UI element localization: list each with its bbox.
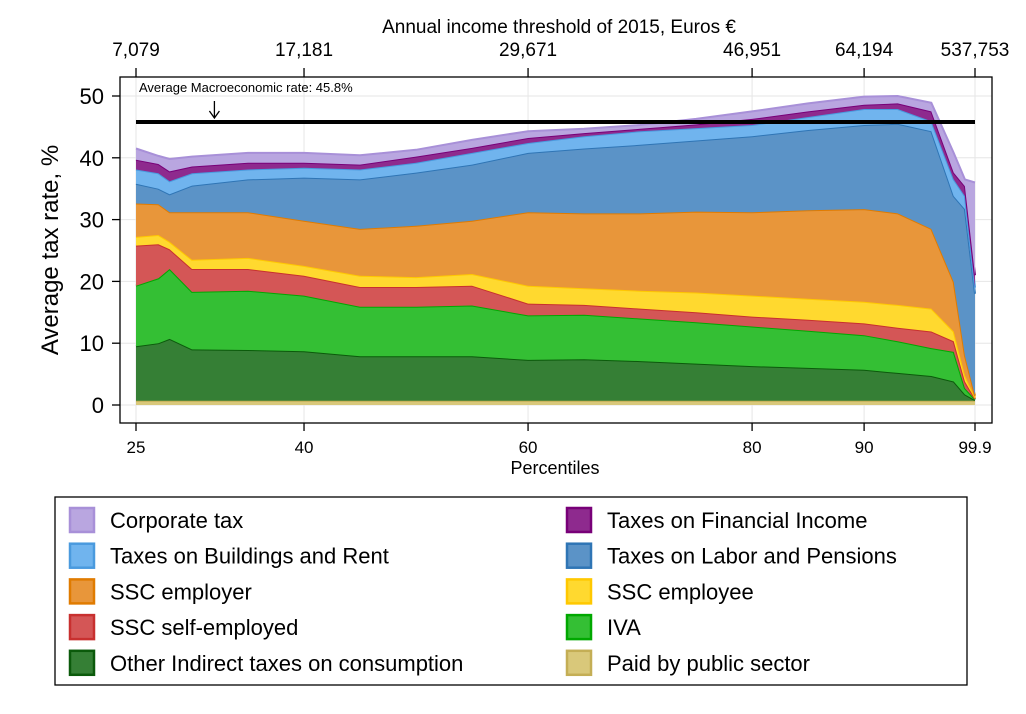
legend-label-taxes-on-financial-income: Taxes on Financial Income [607,508,867,533]
x-axis-title: Percentiles [510,458,599,478]
x-tick-label: 40 [295,438,314,457]
y-tick-label: 10 [80,331,104,356]
axes: 0 10 20 30 40 50 25 7,079 40 17,181 60 29,671 80 46,9… [80,40,1010,457]
macro-rate-label: Average Macroeconomic rate: 45.8% [139,80,353,95]
x2-tick-label: 17,181 [275,40,333,61]
legend-label-ssc-self-employed: SSC self-employed [110,615,298,640]
area-paid-by-public-sector [136,400,975,405]
legend-label-taxes-on-labor-and-pensions: Taxes on Labor and Pensions [607,544,897,569]
legend: Corporate tax Taxes on Financial Income Ta… [54,496,968,686]
legend-label-taxes-on-buildings-and-rent: Taxes on Buildings and Rent [110,544,389,569]
x2-tick-label: 29,671 [499,40,557,61]
legend-label-iva: IVA [607,615,641,640]
x-tick-label: 25 [127,438,146,457]
arrow-down-icon [208,101,220,120]
x-tick-label: 60 [519,438,538,457]
y-tick-label: 50 [80,84,104,109]
x-tick-label: 80 [743,438,762,457]
legend-swatch-taxes-on-buildings-and-rent [68,542,96,569]
legend-swatch-ssc-self-employed [68,613,96,641]
legend-swatch-iva [565,613,593,641]
x2-tick-label: 537,753 [941,40,1010,61]
legend-swatch-taxes-on-financial-income [565,506,593,534]
area-ssc-self-employed [136,244,975,400]
legend-label-ssc-employer: SSC employer [110,579,252,604]
legend-label-paid-by-public-sector: Paid by public sector [607,651,810,676]
x-tick-label: 99.9 [958,438,991,457]
area-iva [136,269,975,401]
area-taxes-on-labor-and-pensions [136,123,975,396]
area-corporate-tax [136,96,975,276]
area-ssc-employee [136,235,975,399]
area-taxes-on-buildings-and-rent [136,109,975,294]
y-tick-label: 20 [80,269,104,294]
legend-swatch-taxes-on-labor-and-pensions [565,542,593,569]
legend-swatch-paid-by-public-sector [565,649,593,677]
x-tick-label: 90 [855,438,874,457]
y-tick-label: 40 [80,146,104,171]
legend-label-ssc-employee: SSC employee [607,579,754,604]
legend-swatch-ssc-employee [565,578,593,605]
areas [135,94,976,405]
legend-swatch-other-indirect-taxes-on-consumption [68,649,96,677]
y-tick-label: 0 [92,393,104,418]
plot-frame [119,76,993,424]
x2-tick-label: 64,194 [835,40,894,61]
reference-line: Average Macroeconomic rate: 45.8% [136,80,975,124]
x2-axis-title: Annual income threshold of 2015, Euros € [382,17,736,38]
legend-label-corporate-tax: Corporate tax [110,508,243,533]
legend-swatch-corporate-tax [68,506,96,534]
area-ssc-employer [136,203,975,398]
x2-tick-label: 7,079 [112,40,160,61]
legend-swatch-ssc-employer [68,578,96,605]
y-axis-title: Average tax rate, % [37,145,64,355]
area-other-indirect-taxes-on-consumption [136,338,975,401]
x2-tick-label: 46,951 [723,40,781,61]
legend-label-other-indirect-taxes-on-consumption: Other Indirect taxes on consumption [110,651,463,676]
area-edge-corporate-tax [135,94,976,184]
y-tick-label: 30 [80,208,104,233]
